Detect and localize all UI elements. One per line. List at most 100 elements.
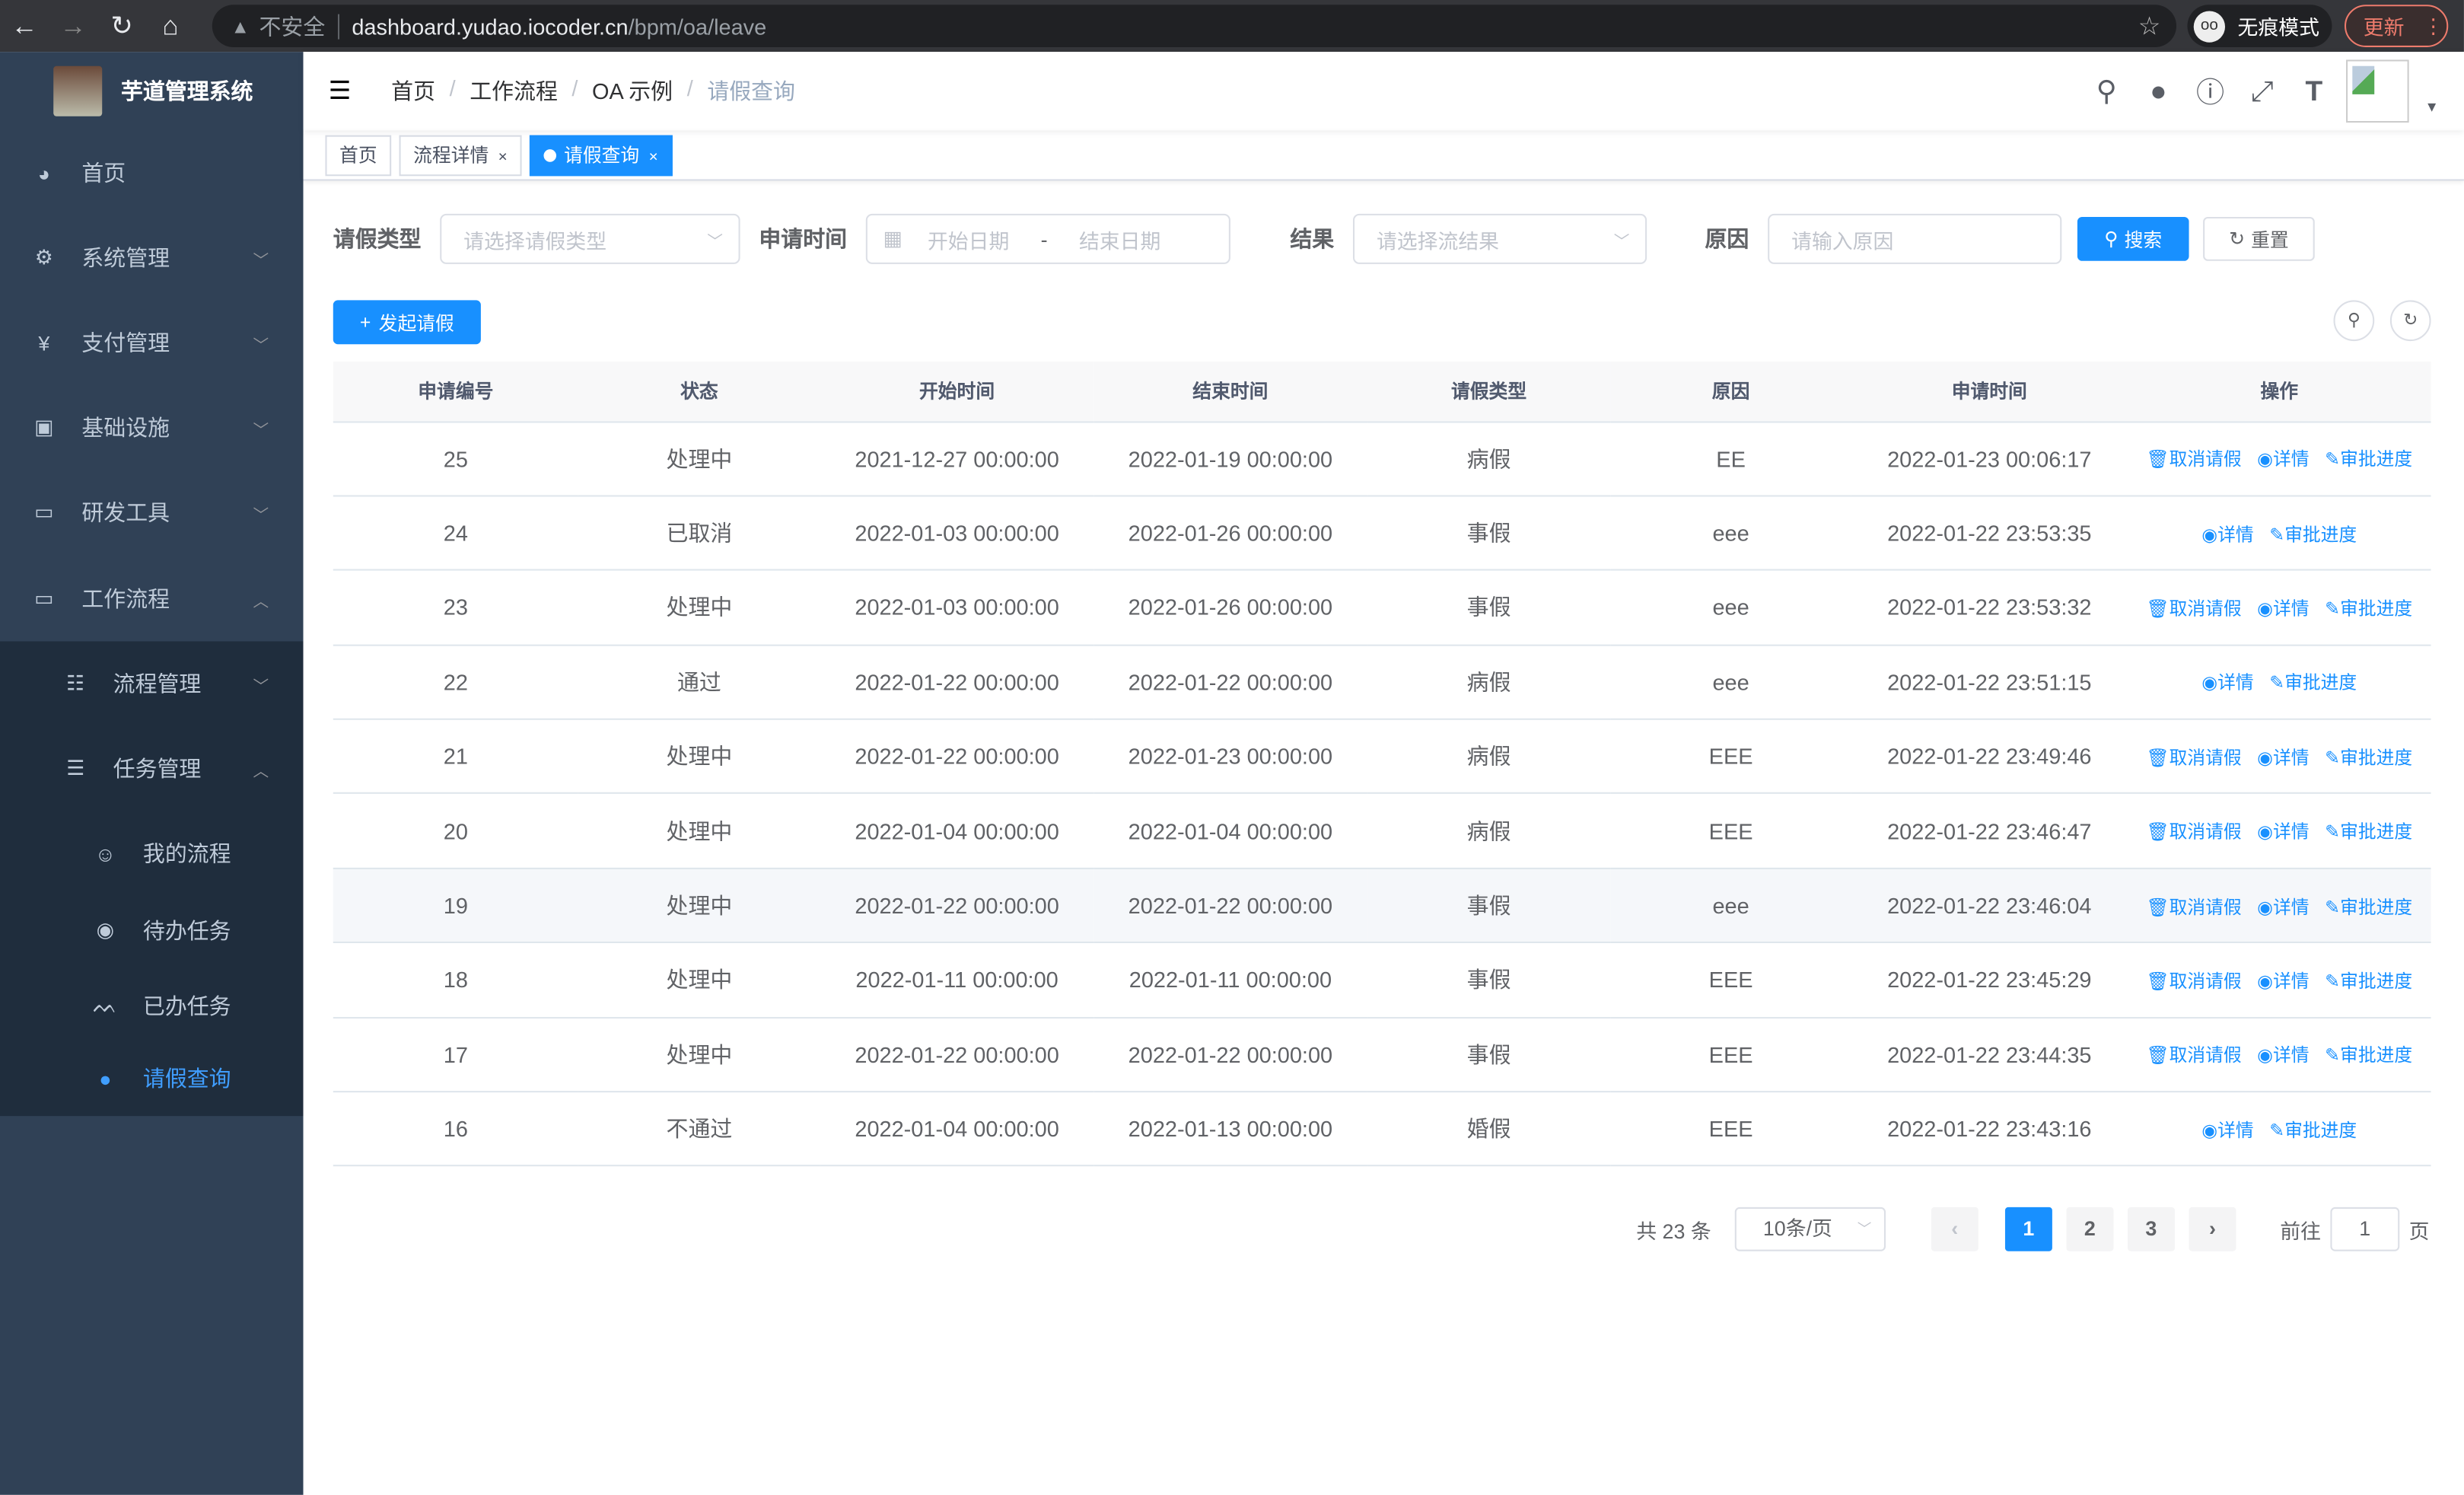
progress-button[interactable]: ✎审批进度 — [2325, 749, 2412, 768]
table-cell: 2022-01-04 00:00:00 — [1094, 793, 1367, 869]
prev-page-button[interactable]: ‹ — [1931, 1207, 1979, 1251]
goto-page-input[interactable]: 1 — [2330, 1207, 2400, 1251]
sidebar-item-leave-query[interactable]: ● 请假查询 — [0, 1041, 304, 1116]
breadcrumb-item[interactable]: 首页 — [391, 78, 436, 104]
sidebar-item-label: 系统管理 — [81, 245, 170, 271]
cancel-label: 取消请假 — [2169, 898, 2242, 917]
refresh-icon[interactable]: ↻ — [2389, 300, 2431, 342]
breadcrumb-item[interactable]: 工作流程 — [470, 78, 558, 104]
avatar[interactable] — [2346, 59, 2409, 123]
detail-button[interactable]: ◉详情 — [2257, 601, 2309, 620]
cancel-label: 取消请假 — [2169, 824, 2242, 843]
address-bar[interactable]: ▲ 不安全 dashboard.yudao.iocoder.cn/bpm/oa/… — [212, 5, 2177, 47]
help-icon[interactable]: ⓘ — [2195, 77, 2225, 109]
detail-button[interactable]: ◉详情 — [2201, 1122, 2253, 1141]
sidebar-item-pay[interactable]: ¥ 支付管理 ﹀ — [0, 300, 304, 385]
eye-icon: ◉ — [2257, 451, 2274, 470]
font-size-icon[interactable]: T — [2305, 75, 2323, 107]
cancel-leave-button[interactable]: 🗑︎取消请假 — [2146, 749, 2241, 768]
detail-button[interactable]: ◉详情 — [2257, 973, 2309, 992]
reset-button[interactable]: ↻ 重置 — [2203, 216, 2315, 261]
search-icon: ⚲ — [2104, 228, 2119, 250]
detail-button[interactable]: ◉详情 — [2257, 451, 2309, 470]
incognito-badge[interactable]: oo 无痕模式 — [2187, 5, 2332, 47]
leave-type-select[interactable]: 请选择请假类型 ﹀ — [440, 213, 740, 264]
sidebar-item-task-manage[interactable]: ☰ 任务管理 ︿ — [0, 726, 304, 811]
tag-leave-query[interactable]: 请假查询 × — [529, 134, 673, 176]
cancel-leave-button[interactable]: 🗑︎取消请假 — [2146, 973, 2241, 992]
table-row: 23 处理中 2022-01-03 00:00:00 2022-01-26 00:00… — [333, 570, 2431, 646]
progress-button[interactable]: ✎审批进度 — [2269, 675, 2357, 694]
back-icon[interactable]: ← — [11, 10, 38, 40]
reload-icon[interactable]: ↻ — [110, 10, 133, 40]
detail-button[interactable]: ◉详情 — [2257, 824, 2309, 843]
page-1[interactable]: 1 — [2004, 1207, 2052, 1251]
page-3[interactable]: 3 — [2127, 1207, 2175, 1251]
progress-button[interactable]: ✎审批进度 — [2269, 1122, 2357, 1141]
sidebar-item-label: 首页 — [81, 160, 126, 186]
sidebar-item-infra[interactable]: ▣ 基础设施 ﹀ — [0, 385, 304, 470]
column-header: 申请时间 — [1851, 361, 2128, 422]
progress-button[interactable]: ✎审批进度 — [2325, 1047, 2412, 1066]
page-2[interactable]: 2 — [2066, 1207, 2114, 1251]
toggle-search-icon[interactable]: ⚲ — [2333, 300, 2375, 342]
caret-down-icon[interactable]: ▼ — [2424, 99, 2439, 115]
logo[interactable]: 芋道管理系统 — [0, 52, 304, 130]
cancel-leave-button[interactable]: 🗑︎取消请假 — [2146, 1047, 2241, 1066]
reason-input[interactable]: 请输入原因 — [1768, 213, 2062, 264]
eye-icon: ◉ — [2257, 824, 2274, 843]
sidebar-item-todo-task[interactable]: ◉ 待办任务 — [0, 888, 304, 974]
search-icon[interactable]: ⚲ — [2096, 75, 2117, 107]
table-cell: EEE — [1610, 942, 1851, 1018]
search-button[interactable]: ⚲ 搜索 — [2077, 216, 2189, 261]
cancel-leave-button[interactable]: 🗑︎取消请假 — [2146, 898, 2241, 917]
cancel-leave-button[interactable]: 🗑︎取消请假 — [2146, 601, 2241, 620]
close-icon[interactable]: × — [498, 148, 508, 166]
progress-button[interactable]: ✎审批进度 — [2325, 973, 2412, 992]
tag-process-detail[interactable]: 流程详情 × — [399, 134, 522, 176]
home-icon[interactable]: ⌂ — [162, 10, 179, 40]
sidebar-item-home[interactable]: ◕ 首页 — [0, 130, 304, 215]
dashboard-icon: ◕ — [37, 161, 50, 185]
breadcrumb-item[interactable]: OA 示例 — [592, 78, 673, 104]
result-select[interactable]: 请选择流结果 ﹀ — [1352, 213, 1647, 264]
update-button[interactable]: 更新 ⋮ — [2344, 5, 2449, 47]
progress-button[interactable]: ✎审批进度 — [2269, 526, 2357, 545]
detail-button[interactable]: ◉详情 — [2257, 898, 2309, 917]
fullscreen-icon[interactable]: ⤢ — [2250, 75, 2274, 107]
detail-button[interactable]: ◉详情 — [2257, 1047, 2309, 1066]
forward-icon[interactable]: → — [59, 10, 87, 40]
actions-cell: 🗑︎取消请假 ◉详情 ✎审批进度 — [2128, 421, 2431, 497]
sidebar-item-workflow[interactable]: ▭ 工作流程 ︿ — [0, 556, 304, 642]
close-icon[interactable]: × — [648, 148, 658, 166]
progress-button[interactable]: ✎审批进度 — [2325, 601, 2412, 620]
detail-button[interactable]: ◉详情 — [2201, 526, 2253, 545]
github-icon[interactable]: ● — [2150, 75, 2167, 107]
detail-button[interactable]: ◉详情 — [2201, 675, 2253, 694]
detail-label: 详情 — [2273, 600, 2310, 620]
next-page-button[interactable]: › — [2189, 1207, 2236, 1251]
progress-button[interactable]: ✎审批进度 — [2325, 824, 2412, 843]
edit-icon: ✎ — [2325, 749, 2341, 769]
progress-button[interactable]: ✎审批进度 — [2325, 451, 2412, 470]
sidebar-item-done-task[interactable]: ᨓ 已办任务 — [0, 964, 304, 1049]
sidebar-item-dev-tools[interactable]: ▭ 研发工具 ﹀ — [0, 470, 304, 555]
progress-button[interactable]: ✎审批进度 — [2325, 898, 2412, 917]
page-size-select[interactable]: 10条/页 ﹀ — [1734, 1207, 1886, 1251]
star-icon[interactable]: ☆ — [2138, 14, 2161, 41]
sidebar-item-my-process[interactable]: ☺ 我的流程 — [0, 811, 304, 897]
hamburger-icon[interactable]: ☰ — [328, 78, 352, 106]
sidebar-item-system[interactable]: ⚙ 系统管理 ﹀ — [0, 215, 304, 301]
progress-label: 审批进度 — [2284, 1121, 2357, 1141]
tag-label: 请假查询 — [564, 143, 640, 166]
cancel-leave-button[interactable]: 🗑︎取消请假 — [2146, 824, 2241, 843]
tag-home[interactable]: 首页 — [325, 134, 392, 176]
cancel-leave-button[interactable]: 🗑︎取消请假 — [2146, 451, 2241, 470]
sidebar: 芋道管理系统 ◕ 首页 ⚙ 系统管理 ﹀ ¥ 支付管理 ﹀ ▣ 基础设施 ﹀ ▭ 研发工具 ﹀ ▭ 工作流程 ︿… — [0, 52, 304, 1495]
add-leave-button[interactable]: + 发起请假 — [333, 300, 481, 345]
table-cell: 2022-01-22 23:51:15 — [1851, 645, 2128, 720]
chevron-down-icon: ﹀ — [253, 336, 269, 355]
sidebar-item-process-manage[interactable]: ☷ 流程管理 ﹀ — [0, 642, 304, 727]
detail-button[interactable]: ◉详情 — [2257, 749, 2309, 768]
date-range-picker[interactable]: ▦ 开始日期 - 结束日期 — [865, 213, 1230, 264]
